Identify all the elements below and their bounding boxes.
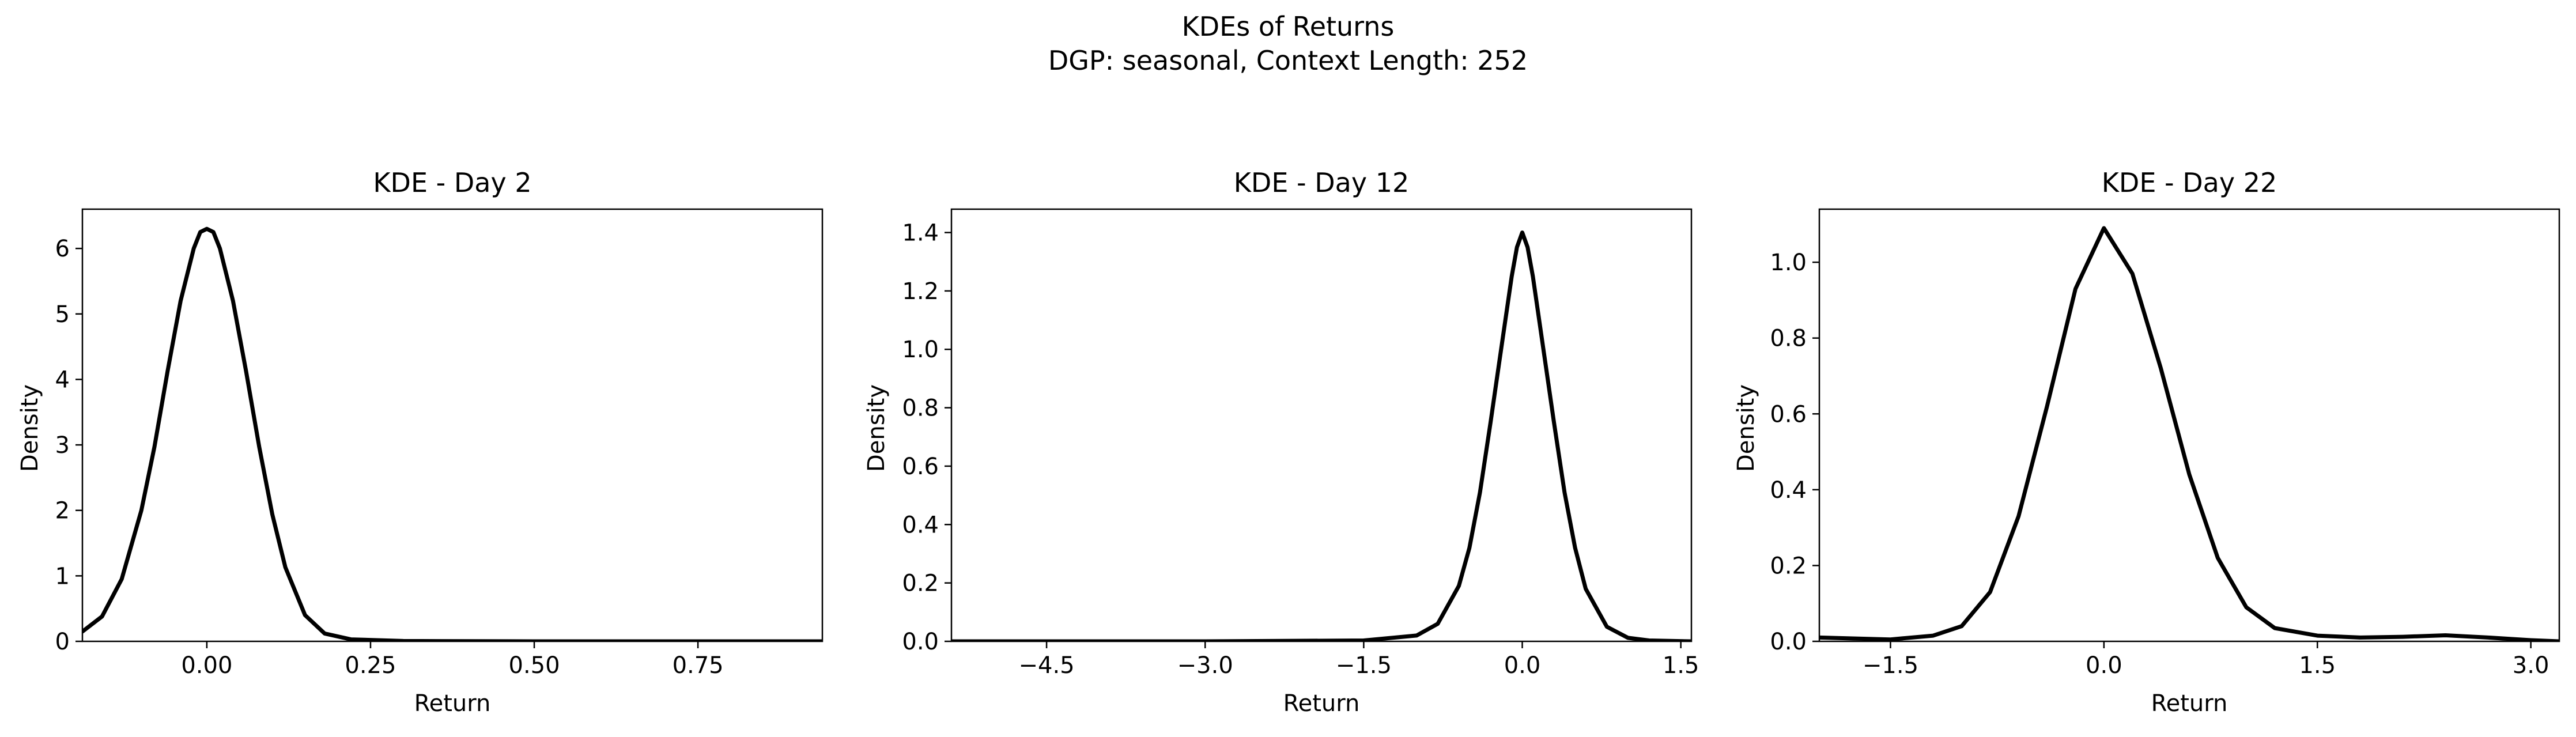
subplot-3-y-tick-label: 1.0: [1770, 250, 1807, 276]
subplot-2-x-tick-label: 0.0: [1504, 652, 1541, 679]
subplot-3-y-tick-label: 0.0: [1770, 629, 1807, 655]
subplot-1-axes-frame: [81, 208, 824, 642]
subplot-1-ylabel: Density: [17, 384, 43, 472]
subplot-2-x-tick-label: −1.5: [1336, 652, 1392, 679]
subplot-2-axes-frame: [950, 208, 1693, 642]
subplot-2-y-tick-label: 1.2: [902, 278, 939, 305]
subplot-1-title: KDE - Day 2: [373, 167, 531, 198]
subplot-2-y-tick-label: 0.0: [902, 629, 939, 655]
subplot-3-series-1-line: [1819, 226, 2559, 641]
subplot-2-y-tick-label: 0.2: [902, 570, 939, 597]
subplot-3-x-tick-label: 0.0: [2086, 652, 2122, 679]
subplot-1-y-tick-label: 0: [55, 629, 70, 655]
subplot-3: KDE - Day 22 Return Density −1.5 0.0 1.5 3.…: [1733, 167, 2560, 717]
subplot-2-y-tick-label: 1.0: [902, 337, 939, 363]
subplot-2-title: KDE - Day 12: [1234, 167, 1409, 198]
subplot-1-x-tick-label: 0.25: [345, 652, 396, 679]
subplot-3-y-tick-label: 0.2: [1770, 553, 1807, 579]
subplot-2-y-tick-label: 0.6: [902, 453, 939, 480]
subplot-1-xlabel: Return: [414, 690, 491, 717]
subplot-3-y-tick-label: 0.4: [1770, 477, 1807, 504]
subplot-2: KDE - Day 12 Return Density −4.5 −3.0 −1.5…: [863, 167, 1699, 717]
subplot-2-ylabel: Density: [863, 384, 890, 472]
subplot-3-ylabel: Density: [1733, 384, 1759, 472]
subplot-3-y-tick-label: 0.8: [1770, 326, 1807, 352]
subplot-1-y-tick-label: 3: [55, 432, 70, 459]
subplot-1-x-tick-label: 0.00: [181, 652, 232, 679]
subplot-2-x-tick-label: −3.0: [1177, 652, 1233, 679]
subplot-1-y-tick-label: 2: [55, 498, 70, 524]
subplot-3-x-tick-label: 1.5: [2299, 652, 2336, 679]
subplot-1: KDE - Day 2 Return Density 0.00 0.25 0.50 0…: [17, 167, 824, 717]
subplot-3-x-tick-label: −1.5: [1863, 652, 1918, 679]
subplot-3-title: KDE - Day 22: [2102, 167, 2277, 198]
subplot-1-series-1-line: [82, 226, 822, 641]
subplot-2-x-tick-label: −4.5: [1019, 652, 1075, 679]
subplot-2-y-tick-label: 0.8: [902, 395, 939, 422]
subplot-3-xlabel: Return: [2151, 690, 2228, 717]
subplot-1-x-tick-label: 0.50: [509, 652, 560, 679]
figure-subtitle: DGP: seasonal, Context Length: 252: [1048, 45, 1528, 76]
subplot-2-x-tick-label: 1.5: [1663, 652, 1699, 679]
subplot-2-y-tick-label: 0.4: [902, 512, 939, 538]
subplot-1-y-tick-label: 1: [55, 563, 70, 589]
subplot-2-series-1-line: [951, 230, 1691, 641]
subplot-3-y-tick-label: 0.6: [1770, 401, 1807, 428]
subplot-2-xlabel: Return: [1283, 690, 1360, 717]
figure-title: KDEs of Returns: [1182, 11, 1395, 42]
subplot-1-y-tick-label: 5: [55, 301, 70, 328]
subplot-3-axes-frame: [1818, 208, 2560, 642]
subplot-1-y-tick-label: 6: [55, 236, 70, 262]
subplot-3-x-tick-label: 3.0: [2513, 652, 2549, 679]
subplot-2-y-tick-label: 1.4: [902, 220, 939, 247]
subplot-1-x-tick-label: 0.75: [673, 652, 724, 679]
subplot-1-y-tick-label: 4: [55, 366, 70, 393]
